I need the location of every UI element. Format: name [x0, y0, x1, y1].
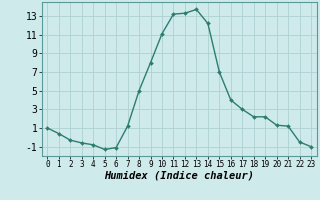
X-axis label: Humidex (Indice chaleur): Humidex (Indice chaleur)	[104, 171, 254, 181]
